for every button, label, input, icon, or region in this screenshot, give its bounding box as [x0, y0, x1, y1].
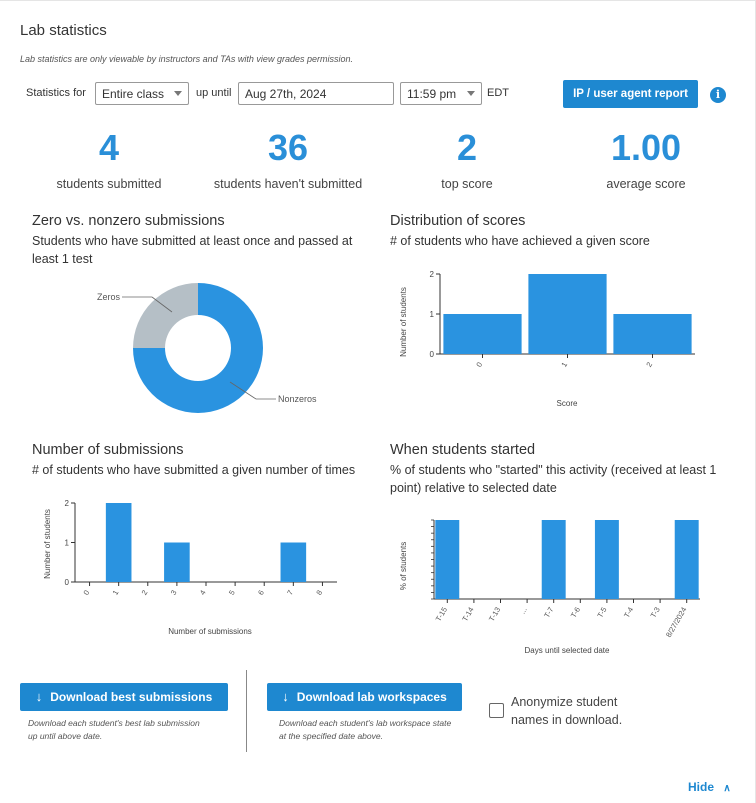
- statistics-for-select[interactable]: Entire class: [95, 82, 189, 105]
- distribution-chart: Number of students Score 0 1 2 0 1 2: [399, 270, 695, 408]
- x-tick-label: T-6: [569, 606, 582, 620]
- date-input[interactable]: Aug 27th, 2024: [238, 82, 394, 105]
- bar: [280, 542, 307, 582]
- distribution-ylabel: Number of students: [399, 287, 408, 357]
- x-tick-label: T-4: [622, 606, 635, 620]
- time-value: 11:59 pm: [407, 87, 457, 101]
- y-tick-label: 1: [65, 539, 70, 548]
- anonymize-label: Anonymize student names in download.: [511, 695, 623, 727]
- x-tick-label: 8: [314, 589, 324, 597]
- download-best-submissions-button[interactable]: ↓ Download best submissions: [20, 683, 228, 711]
- x-tick-label: 1: [559, 361, 569, 369]
- hide-toggle[interactable]: Hide ∧: [688, 780, 731, 794]
- x-tick-label: 2: [140, 589, 150, 597]
- nonzeros-label: Nonzeros: [278, 394, 317, 404]
- submissions-subtitle: # of students who have submitted a given…: [32, 463, 356, 477]
- stat-value: 2: [456, 127, 478, 168]
- date-value: Aug 27th, 2024: [245, 87, 327, 101]
- distribution-subtitle: # of students who have achieved a given …: [390, 234, 650, 248]
- bar: [594, 520, 619, 599]
- zero-nonzero-title: Zero vs. nonzero submissions: [32, 213, 225, 229]
- submissions-ylabel: Number of students: [43, 509, 52, 579]
- x-tick-label: 6: [256, 589, 266, 597]
- zero-nonzero-subtitle: Students who have submitted at least onc…: [32, 234, 353, 266]
- x-tick-label: 7: [285, 589, 295, 597]
- y-tick-label: 0: [65, 578, 70, 587]
- zero-nonzero-donut-chart: Zeros Nonzeros: [97, 283, 317, 413]
- statistics-for-value: Entire class: [102, 87, 165, 101]
- stat-label: top score: [441, 177, 493, 191]
- x-tick-label: 8/27/2024: [664, 606, 688, 639]
- stat-value: 36: [267, 127, 309, 168]
- download-workspaces-label: Download lab workspaces: [296, 690, 447, 704]
- statistics-for-label: Statistics for: [26, 87, 86, 99]
- x-tick-label: 5: [227, 589, 237, 597]
- download-arrow-icon: ↓: [35, 689, 43, 704]
- distribution-title: Distribution of scores: [390, 213, 526, 229]
- bar: [164, 542, 190, 582]
- started-chart: % of students Days until selected date T…: [399, 519, 700, 655]
- permission-note: Lab statistics are only viewable by inst…: [20, 54, 353, 64]
- bar: [105, 503, 132, 582]
- download-workspaces-note: Download each student's lab workspace st…: [279, 718, 452, 741]
- anonymize-checkbox[interactable]: [489, 703, 504, 718]
- ip-user-agent-report-button[interactable]: IP / user agent report: [563, 80, 698, 108]
- stat-label: students submitted: [56, 177, 162, 191]
- x-tick-label: T-13: [487, 606, 502, 624]
- stat-value: 1.00: [610, 127, 682, 168]
- bar: [674, 520, 699, 599]
- x-tick-label: 4: [198, 589, 208, 597]
- x-tick-label: T-3: [649, 606, 662, 620]
- started-ylabel: % of students: [399, 542, 408, 590]
- x-tick-label: T-7: [542, 606, 555, 620]
- download-arrow-icon: ↓: [282, 689, 289, 704]
- bar: [443, 314, 522, 354]
- stat-label: students haven't submitted: [213, 177, 363, 191]
- bar: [435, 520, 460, 599]
- x-tick-label: 0: [474, 361, 484, 369]
- x-tick-label: 1: [111, 589, 121, 597]
- chevron-up-icon: ∧: [723, 783, 731, 794]
- bar: [541, 520, 566, 599]
- divider: [246, 670, 247, 752]
- x-tick-label: T-15: [434, 606, 449, 624]
- y-tick-label: 2: [65, 499, 70, 508]
- y-tick-label: 2: [430, 270, 435, 279]
- timezone-label: EDT: [487, 87, 509, 99]
- x-tick-label: 0: [81, 589, 91, 597]
- distribution-xlabel: Score: [557, 399, 578, 408]
- submissions-chart: Number of students Number of submissions…: [43, 499, 337, 636]
- page-title: Lab statistics: [20, 22, 107, 39]
- x-tick-label: T-5: [595, 606, 608, 620]
- up-until-label: up until: [196, 87, 232, 99]
- started-subtitle: % of students who "started" this activit…: [390, 463, 717, 495]
- chevron-down-icon: [467, 91, 475, 96]
- hide-label: Hide: [688, 780, 715, 794]
- stat-label: average score: [606, 177, 686, 191]
- download-best-note: Download each student's best lab submiss…: [28, 718, 200, 741]
- x-tick-label: 2: [644, 361, 654, 369]
- zeros-label: Zeros: [97, 292, 121, 302]
- donut-slice-nonzeros: [133, 283, 263, 413]
- bar: [528, 274, 607, 354]
- download-lab-workspaces-button[interactable]: ↓ Download lab workspaces: [267, 683, 462, 711]
- x-tick-label: T-14: [460, 606, 475, 624]
- started-title: When students started: [390, 442, 536, 458]
- x-tick-label: ...: [518, 606, 529, 616]
- bar: [613, 314, 692, 354]
- chevron-down-icon: [174, 91, 182, 96]
- y-tick-label: 0: [430, 350, 435, 359]
- submissions-title: Number of submissions: [32, 442, 184, 458]
- started-xlabel: Days until selected date: [525, 646, 610, 655]
- download-best-label: Download best submissions: [50, 690, 213, 704]
- donut-slice-zeros: [133, 283, 198, 348]
- x-tick-label: 3: [169, 589, 179, 597]
- info-icon[interactable]: i: [710, 87, 726, 103]
- stat-value: 4: [98, 127, 120, 168]
- time-select[interactable]: 11:59 pm: [400, 82, 482, 105]
- y-tick-label: 1: [430, 310, 435, 319]
- submissions-xlabel: Number of submissions: [168, 627, 252, 636]
